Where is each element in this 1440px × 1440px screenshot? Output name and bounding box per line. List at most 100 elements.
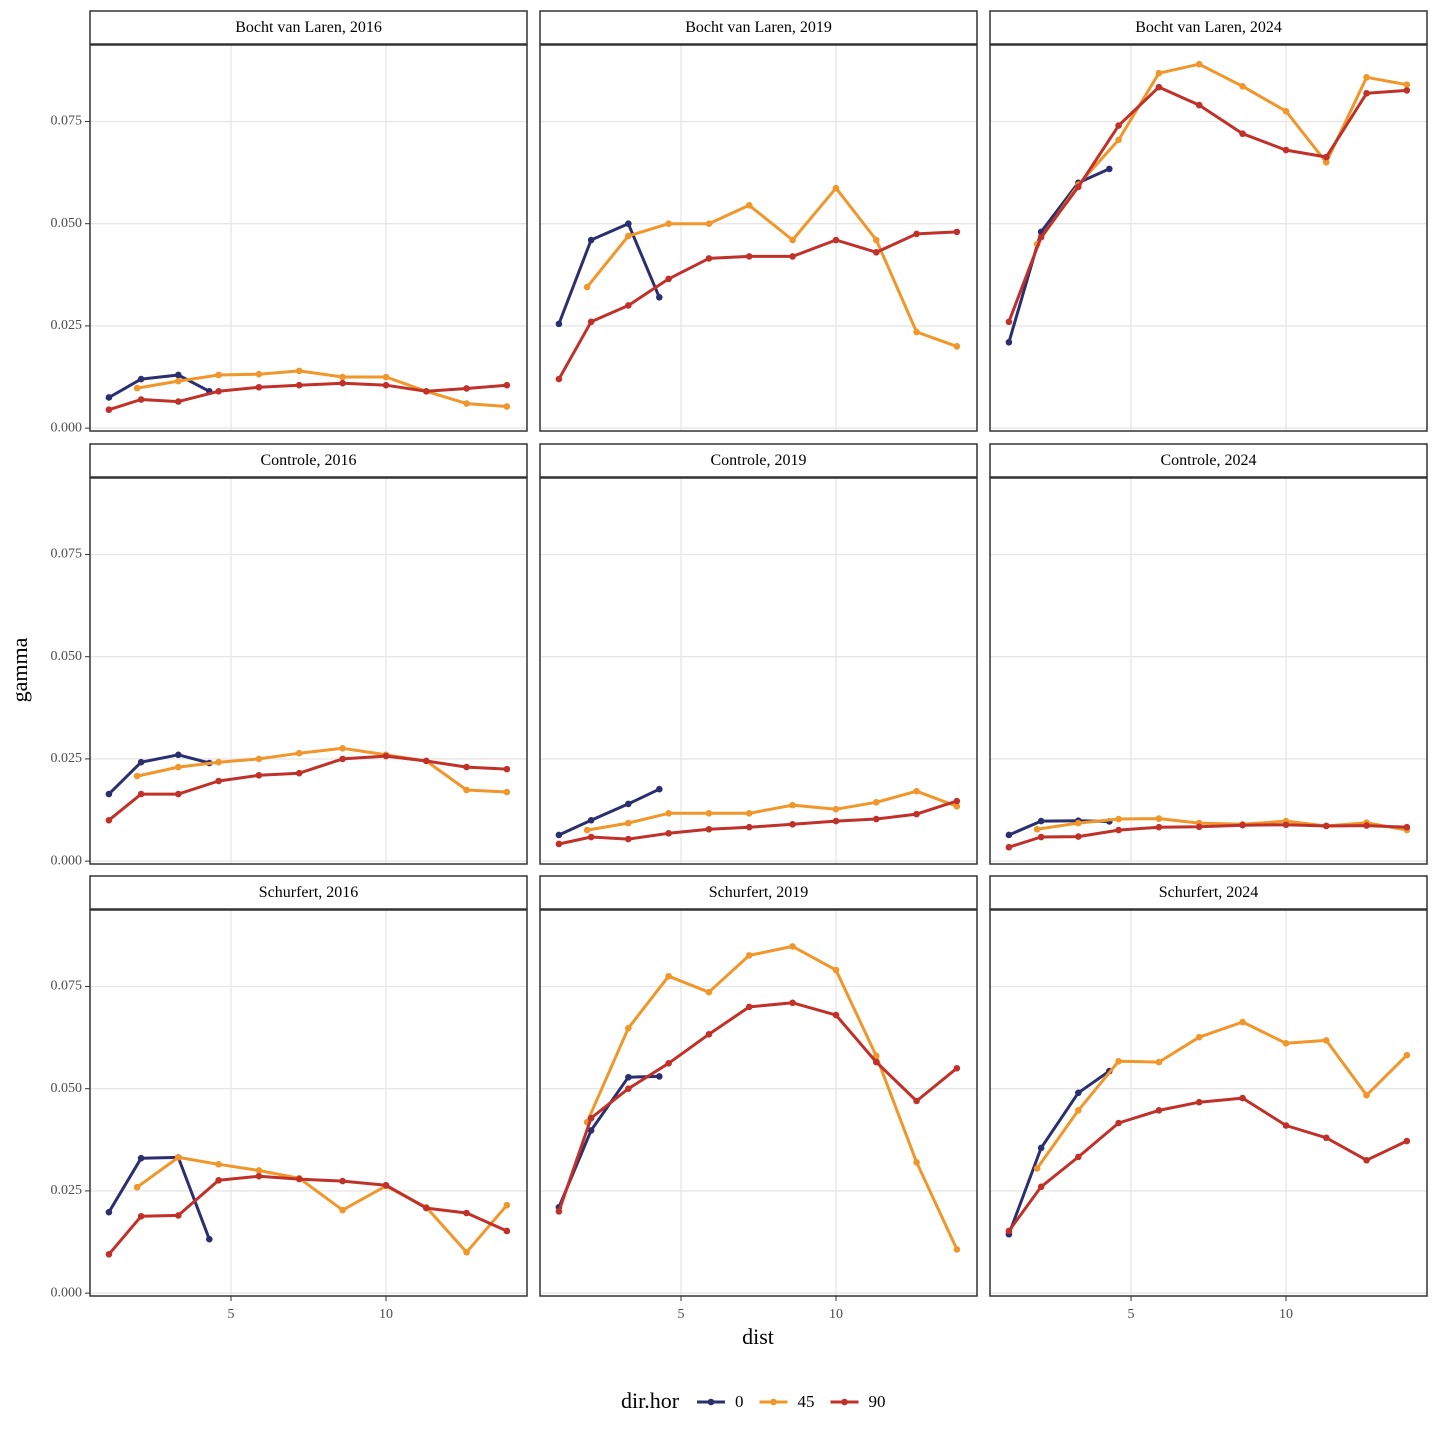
- point: [872, 236, 880, 244]
- point: [295, 367, 303, 375]
- point: [1115, 815, 1122, 823]
- point: [215, 1161, 222, 1168]
- point: [1363, 89, 1370, 97]
- point: [665, 830, 672, 837]
- point: [1322, 1134, 1330, 1142]
- point: [625, 819, 632, 827]
- point: [1363, 1091, 1370, 1099]
- point: [665, 275, 672, 283]
- x-tick-label: 5: [1128, 1307, 1135, 1322]
- point: [1075, 819, 1082, 827]
- strip: [89, 10, 528, 45]
- point: [583, 283, 591, 291]
- strip: [989, 875, 1428, 910]
- point: [382, 373, 390, 381]
- point: [133, 772, 141, 780]
- point: [913, 810, 920, 818]
- point: [1115, 136, 1122, 144]
- point: [665, 972, 672, 980]
- point: [339, 379, 346, 387]
- x-tick-label: 5: [228, 1307, 235, 1322]
- strip: [989, 10, 1428, 45]
- point: [1363, 74, 1370, 81]
- point: [1005, 1227, 1013, 1235]
- point: [1106, 165, 1113, 173]
- point: [1075, 183, 1082, 191]
- point: [1155, 83, 1163, 91]
- panel-background: [990, 45, 1427, 431]
- point: [1037, 1183, 1045, 1191]
- point: [953, 343, 961, 350]
- strip: [89, 443, 528, 478]
- point: [1115, 1119, 1122, 1127]
- series-line: [585, 186, 958, 348]
- panel-border: [89, 909, 528, 1297]
- point: [1155, 1058, 1163, 1066]
- point: [587, 816, 595, 824]
- point: [503, 403, 511, 410]
- point: [137, 758, 145, 766]
- point: [832, 236, 840, 244]
- point: [255, 370, 263, 378]
- point: [295, 1175, 303, 1183]
- point: [789, 943, 796, 950]
- point: [789, 236, 796, 244]
- point: [832, 184, 840, 192]
- point: [1195, 823, 1203, 831]
- point: [1005, 338, 1013, 346]
- point: [1403, 87, 1411, 94]
- point: [463, 763, 470, 771]
- point: [206, 1235, 213, 1243]
- point: [1037, 833, 1045, 841]
- legend-label: 90: [869, 1392, 886, 1411]
- point: [1075, 833, 1082, 840]
- point: [105, 816, 113, 824]
- point: [175, 371, 182, 379]
- strip: [539, 875, 978, 910]
- point: [832, 1011, 840, 1019]
- y-axis-title: gamma: [7, 637, 32, 702]
- point: [1115, 1057, 1122, 1065]
- point: [1322, 1037, 1330, 1044]
- point: [175, 398, 182, 405]
- point: [656, 1073, 663, 1080]
- point: [1282, 1122, 1290, 1129]
- point: [1363, 822, 1370, 829]
- panel-background: [90, 478, 527, 864]
- y-tick-label: 0.050: [51, 216, 83, 231]
- panel-border: [89, 477, 528, 865]
- y-tick-label: 0.000: [51, 1285, 83, 1300]
- point: [105, 1250, 113, 1258]
- strip-title: Bocht van Laren, 2019: [685, 19, 832, 36]
- point: [789, 801, 796, 809]
- point: [339, 1177, 346, 1185]
- point: [789, 253, 796, 260]
- series-line: [108, 373, 210, 399]
- legend-key-point: [707, 1398, 715, 1406]
- point: [625, 1024, 632, 1032]
- point: [705, 255, 713, 262]
- point: [913, 787, 920, 795]
- point: [953, 228, 961, 236]
- point: [745, 201, 753, 209]
- point: [382, 381, 390, 389]
- legend-key-point: [770, 1398, 777, 1406]
- panel-background: [90, 910, 527, 1296]
- point: [705, 220, 713, 227]
- panel-border: [539, 909, 978, 1297]
- point: [422, 388, 430, 395]
- panel-border: [89, 44, 528, 432]
- point: [463, 786, 470, 794]
- point: [503, 381, 511, 389]
- point: [625, 302, 632, 309]
- point: [422, 757, 430, 765]
- point: [587, 1114, 595, 1122]
- point: [339, 1206, 346, 1214]
- point: [587, 833, 595, 841]
- point: [215, 371, 222, 379]
- point: [503, 765, 511, 773]
- point: [1037, 817, 1045, 825]
- point: [625, 835, 632, 843]
- legend-key-point: [841, 1398, 848, 1406]
